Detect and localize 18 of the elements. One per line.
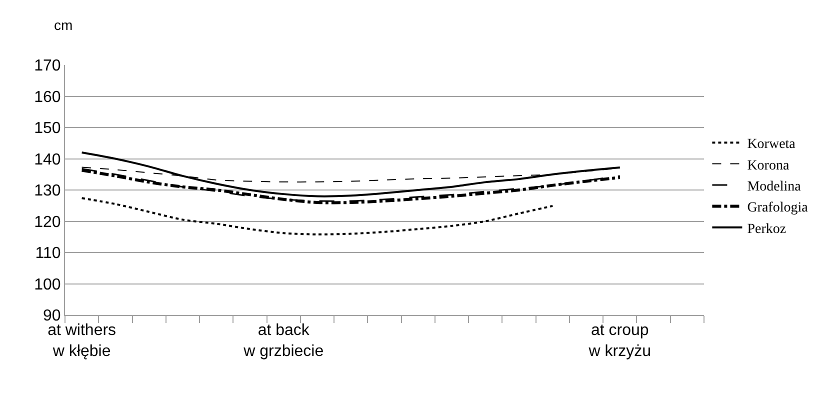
y-tick-label: 160: [34, 88, 61, 106]
y-tick-label: 130: [34, 182, 61, 200]
y-tick-label: 110: [35, 245, 61, 262]
y-tick-label: 150: [34, 120, 61, 138]
y-tick-label: 170: [34, 58, 61, 75]
legend-label: Perkoz: [747, 222, 786, 237]
x-tick-label: at withers w kłębie: [48, 322, 116, 360]
legend-label: Modelina: [747, 179, 802, 194]
legend-label: Korweta: [747, 137, 796, 152]
y-tick-label: 90: [43, 308, 61, 325]
y-tick-label: 140: [34, 151, 61, 168]
y-tick-label: 100: [34, 276, 61, 294]
x-tick-label: at croup w krzyżu: [588, 322, 652, 360]
legend-label: Korona: [747, 158, 790, 174]
y-axis-title: cm: [54, 17, 73, 33]
y-tick-label: 120: [34, 214, 61, 231]
legend-label: Grafologia: [747, 200, 809, 216]
x-tick-label: at back w grzbiecie: [242, 322, 324, 360]
